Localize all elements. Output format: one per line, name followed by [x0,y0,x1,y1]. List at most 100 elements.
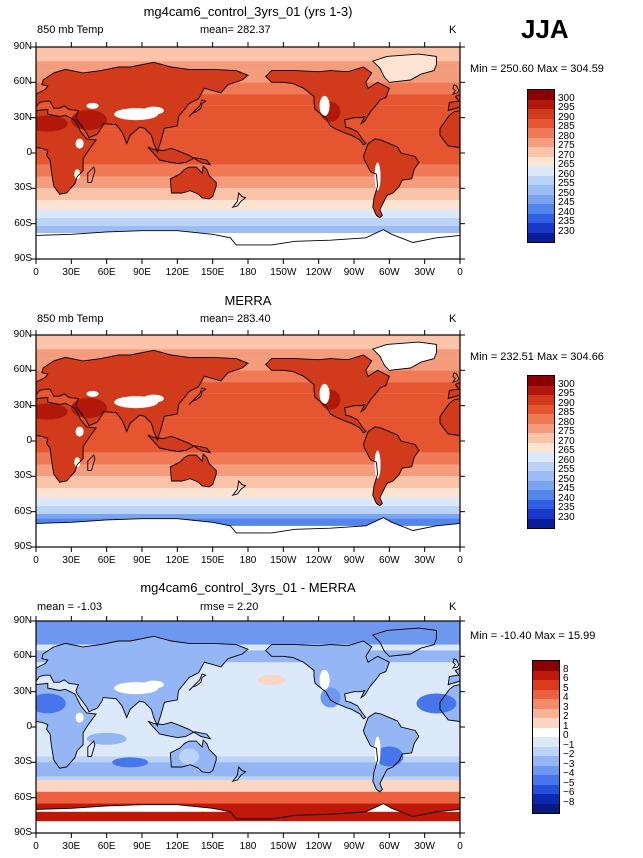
diff-band [36,811,460,822]
y-tick-label: 90N [13,329,32,340]
coastline [87,166,96,183]
land-temp [363,426,419,506]
x-tick-label: 150E [200,555,225,566]
diff-band [36,650,460,663]
x-tick-label: 120W [305,267,332,278]
colorbar-label: 235 [558,216,575,227]
colorbar-swatch [528,395,554,405]
colorbar-swatch [528,118,554,128]
colorbar-swatch [533,680,559,690]
colorbar-label: 230 [558,225,575,237]
coastline [362,712,420,793]
coastline [188,387,207,405]
colorbar-label: −3 [563,758,575,770]
mean-label: mean = -1.03 [37,601,103,613]
y-tick-label: 90S [14,253,32,264]
colorbar-swatch [528,194,554,204]
coastline [147,434,212,454]
coastline [231,192,247,208]
y-tick-label: 90N [13,615,32,626]
mean-label: mean= 283.40 [200,313,271,325]
colorbar-label: −2 [563,749,575,760]
temp-band [36,358,460,371]
land-temp [36,229,460,259]
coastline [451,84,460,95]
x-tick-label: 0 [457,555,463,566]
x-tick-label: 30W [414,841,435,852]
colorbar-swatch [528,128,554,138]
map-plot [31,42,465,264]
temp-band [36,335,460,350]
colorbar-label: 285 [558,121,575,132]
y-tick-label: 30S [14,182,32,194]
land-diff [36,636,248,726]
coastline [36,349,249,442]
x-tick-label: 0 [457,841,463,852]
missing-data [75,138,84,149]
x-tick-label: 30E [62,841,81,852]
min-max-label: Min = -10.40 Max = 15.99 [470,630,596,642]
y-tick-label: 60S [14,791,32,803]
temp-band [36,518,460,526]
temp-band [36,70,460,83]
colorbar-label: 255 [558,464,575,475]
colorbar-swatch [528,518,554,528]
temp-band [36,176,460,189]
colorbar-label: 6 [563,673,569,684]
missing-data [75,712,84,723]
colorbar-swatch [528,499,554,509]
temp-band [36,464,460,477]
coastline [188,673,207,691]
temp-band [36,370,460,383]
colorbar-swatch [528,480,554,490]
x-tick-label: 30E [62,555,81,566]
coastline [36,517,460,547]
diff-blob [375,746,404,767]
y-tick-label: 90N [13,41,32,52]
colorbar-label: 245 [558,197,575,208]
colorbar-label: 270 [558,149,575,161]
colorbar-swatch [528,147,554,157]
land-temp [440,398,460,436]
colorbar-label: 280 [558,130,575,142]
colorbar-label: 245 [558,483,575,494]
land-temp [170,166,217,199]
land-diff [36,803,460,833]
diff-blob [112,757,149,768]
missing-data [319,669,330,690]
temp-band [36,61,460,71]
colorbar-label: −8 [563,796,575,808]
colorbar-label: 300 [558,92,575,104]
x-tick-label: 0 [33,267,39,278]
temp-band [36,200,460,210]
temp-band [36,209,460,218]
x-tick-label: 150W [270,267,297,278]
temp-band [36,94,460,106]
diff-blob [257,674,286,685]
coastline [371,53,437,83]
colorbar-label: 260 [558,168,575,180]
missing-data [75,426,84,437]
coastline [147,146,212,166]
y-tick-label: 30N [13,111,32,123]
coastline [36,396,97,483]
colorbar-label: −1 [563,739,575,751]
y-tick-label: 60S [14,217,32,229]
colorbar-swatch [528,137,554,147]
colorbar-swatch [533,699,559,709]
land-temp [170,454,217,487]
missing-data [143,394,164,403]
x-tick-label: 150E [200,841,225,852]
land-temp [363,138,419,218]
mean-label: mean= 282.37 [200,24,271,36]
colorbar-swatch [528,404,554,414]
x-tick-label: 90E [133,841,151,852]
season-label: JJA [521,14,569,44]
coastline [265,640,390,720]
colorbar-label: 295 [558,102,575,113]
y-tick-label: 30S [14,470,32,482]
diff-blob [320,687,341,708]
missing-data [374,736,381,765]
colorbar-swatch [533,670,559,680]
colorbar-label: 265 [558,445,575,456]
